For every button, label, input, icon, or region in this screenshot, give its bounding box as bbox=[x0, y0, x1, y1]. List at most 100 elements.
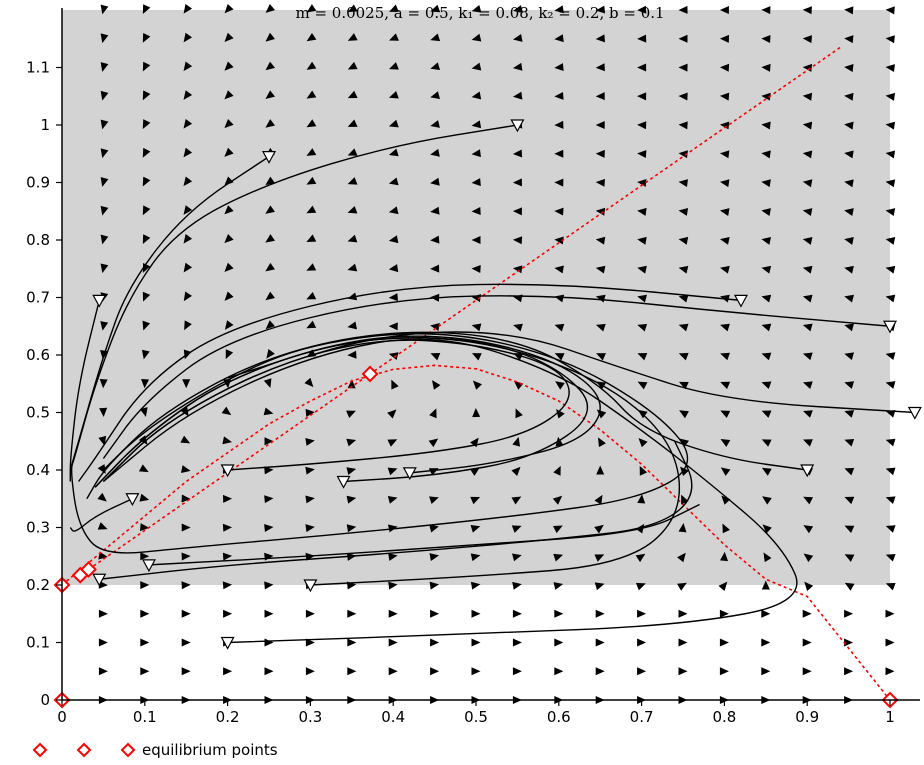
y-tick-label: 1.1 bbox=[26, 59, 50, 77]
field-arrow bbox=[844, 150, 854, 159]
field-arrow bbox=[306, 4, 317, 13]
field-arrow bbox=[264, 495, 274, 504]
field-arrow bbox=[142, 119, 151, 130]
trajectory-start-marker bbox=[125, 493, 140, 507]
field-arrow bbox=[885, 352, 896, 361]
field-arrow bbox=[678, 638, 688, 647]
field-arrow bbox=[802, 667, 812, 676]
field-arrow bbox=[637, 63, 647, 72]
y-tick-label: 0.1 bbox=[26, 634, 50, 652]
field-arrow bbox=[637, 494, 646, 504]
field-arrow bbox=[431, 380, 441, 390]
field-arrow bbox=[347, 148, 358, 156]
field-arrow bbox=[264, 466, 274, 475]
field-arrow bbox=[639, 465, 648, 476]
field-arrow bbox=[471, 638, 481, 647]
field-arrow bbox=[719, 638, 729, 647]
field-arrow bbox=[552, 495, 563, 505]
field-arrow bbox=[719, 667, 729, 676]
field-arrow bbox=[305, 667, 315, 676]
trajectory-start-marker bbox=[402, 467, 417, 481]
field-arrow bbox=[100, 33, 109, 44]
field-arrow bbox=[183, 61, 193, 72]
field-arrow bbox=[885, 64, 895, 73]
field-arrow bbox=[99, 407, 108, 417]
field-arrow bbox=[430, 353, 441, 361]
field-arrow bbox=[140, 552, 150, 561]
x-tick-label: 1 bbox=[885, 708, 895, 726]
field-arrow bbox=[347, 292, 358, 301]
equilibrium-marker bbox=[80, 561, 97, 578]
field-arrow bbox=[885, 554, 896, 562]
field-arrow bbox=[885, 92, 895, 101]
field-arrow bbox=[265, 32, 276, 42]
field-arrow bbox=[388, 148, 399, 157]
field-arrow bbox=[430, 33, 441, 42]
field-arrow bbox=[306, 90, 317, 99]
field-arrow bbox=[844, 410, 855, 418]
field-arrow bbox=[471, 178, 481, 187]
field-arrow bbox=[679, 410, 689, 419]
y-tick-label: 0.9 bbox=[26, 174, 50, 192]
field-arrow bbox=[802, 638, 812, 647]
field-arrow bbox=[388, 352, 399, 361]
field-arrow bbox=[388, 235, 399, 244]
field-arrow bbox=[139, 493, 150, 502]
field-arrow bbox=[306, 61, 317, 70]
field-arrow bbox=[885, 208, 896, 217]
field-arrow bbox=[554, 323, 565, 332]
field-arrow bbox=[430, 148, 440, 157]
equilibrium-marker bbox=[361, 365, 379, 383]
legend-marker bbox=[76, 742, 92, 758]
field-arrow bbox=[595, 207, 606, 216]
field-arrow bbox=[141, 349, 150, 360]
field-arrow bbox=[138, 464, 149, 473]
field-arrow bbox=[637, 121, 647, 130]
field-arrow bbox=[594, 554, 605, 562]
x-tick-label: 0.3 bbox=[298, 708, 322, 726]
field-arrow bbox=[347, 33, 358, 41]
field-arrow bbox=[181, 581, 191, 590]
field-arrow bbox=[224, 176, 234, 186]
field-arrow bbox=[803, 553, 814, 563]
field-arrow bbox=[596, 465, 605, 475]
field-arrow bbox=[183, 205, 193, 215]
field-arrow bbox=[139, 523, 150, 532]
field-arrow bbox=[802, 294, 813, 303]
field-arrow bbox=[885, 609, 895, 618]
field-arrow bbox=[679, 466, 689, 477]
trajectory-start-marker bbox=[882, 320, 898, 334]
field-arrow bbox=[512, 667, 522, 676]
field-arrow bbox=[387, 409, 397, 419]
field-arrow bbox=[428, 438, 439, 448]
field-arrow bbox=[346, 524, 357, 533]
field-arrow bbox=[183, 291, 192, 302]
trajectory-start-marker bbox=[336, 475, 351, 489]
field-arrow bbox=[140, 581, 150, 590]
field-arrow bbox=[763, 552, 772, 563]
trajectory bbox=[99, 440, 693, 580]
tick-labels: 0 0.1 0.2 0.3 0.4 0.5 0.6 0.7 0.8 0.9 1 0 0.1 0.2 0.3 0… bbox=[26, 59, 895, 727]
field-arrow bbox=[802, 6, 812, 15]
field-arrow bbox=[388, 293, 398, 302]
y-tick-label: 0.6 bbox=[26, 346, 50, 364]
field-arrow bbox=[844, 294, 854, 303]
trajectory-start-marker bbox=[800, 464, 815, 478]
trajectory-start-marker bbox=[303, 579, 318, 593]
field-arrow bbox=[761, 352, 772, 361]
field-arrow bbox=[554, 265, 564, 274]
field-arrow bbox=[347, 177, 358, 185]
y-tick-label: 0 bbox=[40, 691, 50, 709]
field-arrow bbox=[306, 234, 317, 242]
field-arrow bbox=[802, 352, 813, 361]
field-arrow bbox=[719, 63, 730, 72]
field-arrow bbox=[761, 638, 771, 647]
field-arrow bbox=[429, 408, 437, 419]
field-arrow bbox=[142, 147, 151, 158]
field-arrow bbox=[305, 609, 315, 618]
field-arrow bbox=[802, 63, 813, 72]
field-arrow bbox=[225, 349, 234, 360]
field-arrow bbox=[264, 667, 274, 676]
field-arrow bbox=[595, 34, 605, 43]
field-arrow bbox=[222, 581, 233, 590]
